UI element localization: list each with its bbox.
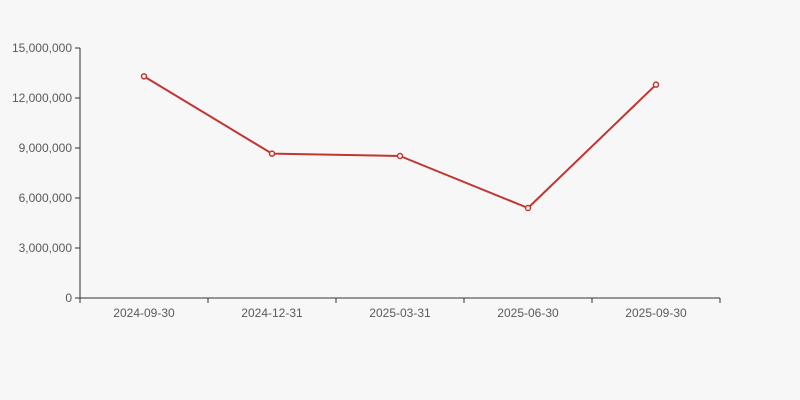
series-line bbox=[143, 75, 657, 209]
data-point-marker[interactable] bbox=[396, 152, 404, 160]
x-axis-label: 2024-09-30 bbox=[113, 306, 175, 320]
x-axis-label: 2025-06-30 bbox=[497, 306, 559, 320]
y-axis-label: 6,000,000 bbox=[19, 191, 73, 205]
data-point-marker[interactable] bbox=[268, 150, 276, 157]
y-axis-label: 12,000,000 bbox=[12, 91, 72, 105]
data-point-marker[interactable] bbox=[652, 81, 660, 88]
x-axis-label: 2024-12-31 bbox=[241, 306, 303, 320]
data-point-marker[interactable] bbox=[140, 73, 148, 80]
y-axis-label: 0 bbox=[65, 291, 72, 305]
y-axis-label: 15,000,000 bbox=[12, 41, 72, 55]
data-point-marker[interactable] bbox=[524, 204, 532, 212]
y-axis-label: 3,000,000 bbox=[19, 241, 73, 255]
x-axis-label: 2025-03-31 bbox=[369, 306, 431, 320]
y-axis-label: 9,000,000 bbox=[19, 141, 73, 155]
x-axis-label: 2025-09-30 bbox=[625, 306, 687, 320]
